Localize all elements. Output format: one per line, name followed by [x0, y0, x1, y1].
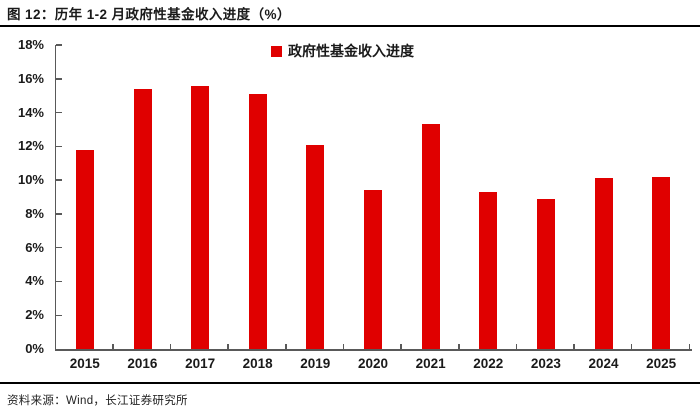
bar-2024 [594, 178, 613, 349]
x-tick-label: 2020 [357, 356, 388, 371]
title-divider [0, 25, 700, 27]
y-tick-label: 6% [25, 239, 44, 255]
bar-2015 [75, 149, 94, 349]
footer-divider [0, 382, 700, 384]
y-tick-label: 18% [17, 37, 44, 52]
x-axis-tick [458, 343, 460, 350]
x-axis-tick [688, 343, 690, 350]
x-tick-label: 2018 [242, 356, 273, 371]
y-axis-tick [56, 145, 62, 148]
x-tick-label: 2025 [646, 356, 677, 371]
y-axis-tick [56, 213, 62, 215]
y-axis-tick [56, 246, 62, 249]
legend-label: 政府性基金收入进度 [288, 43, 414, 59]
x-tick-label: 2015 [69, 356, 100, 371]
bar-2017 [191, 85, 210, 349]
legend-swatch-icon [271, 45, 282, 57]
x-tick-label: 2024 [588, 356, 619, 371]
y-tick-label: 12% [17, 138, 44, 154]
x-axis-tick [169, 343, 172, 350]
x-axis-tick [112, 343, 114, 350]
x-axis-tick [573, 343, 575, 350]
y-tick-label: 4% [25, 273, 44, 289]
x-axis-tick [630, 343, 633, 350]
y-tick-label: 8% [25, 205, 44, 221]
y-axis-tick [56, 111, 62, 114]
y-axis-tick [56, 179, 62, 181]
y-tick-label: 10% [17, 172, 44, 188]
x-tick-label: 2019 [300, 356, 331, 371]
bar-2025 [652, 176, 671, 349]
source-note: 资料来源：Wind，长江证券研究所 [7, 395, 188, 407]
bar-2021 [421, 124, 440, 349]
x-tick-label: 2022 [473, 356, 504, 371]
y-axis-tick [56, 280, 62, 283]
y-tick-label: 2% [25, 307, 44, 323]
chart-legend: 政府性基金收入进度 [271, 41, 414, 61]
x-axis-tick [342, 343, 345, 350]
bar-2023 [536, 198, 555, 349]
x-tick-label: 2017 [185, 356, 216, 371]
bar-2018 [248, 94, 267, 349]
y-tick-label: 0% [25, 341, 44, 356]
bar-2016 [133, 88, 152, 349]
x-axis-tick [285, 343, 287, 350]
plot-area [56, 45, 690, 349]
y-axis-tick [56, 314, 62, 316]
x-tick-label: 2023 [530, 356, 561, 371]
y-axis-tick [56, 44, 62, 46]
bar-2020 [364, 190, 382, 349]
x-tick-label: 2016 [127, 356, 158, 371]
y-axis-line [54, 45, 56, 351]
x-axis-tick [515, 343, 518, 350]
figure-title: 图 12：历年 1-2 月政府性基金收入进度（%） [7, 7, 291, 22]
x-axis-tick [400, 343, 402, 350]
x-axis-line [54, 349, 692, 351]
y-tick-label: 16% [17, 70, 44, 86]
bar-2022 [479, 191, 498, 349]
bar-2019 [306, 144, 325, 349]
y-tick-label: 14% [17, 104, 44, 120]
y-axis-tick [56, 78, 62, 80]
x-tick-label: 2021 [415, 356, 446, 371]
x-axis-tick [227, 343, 229, 350]
